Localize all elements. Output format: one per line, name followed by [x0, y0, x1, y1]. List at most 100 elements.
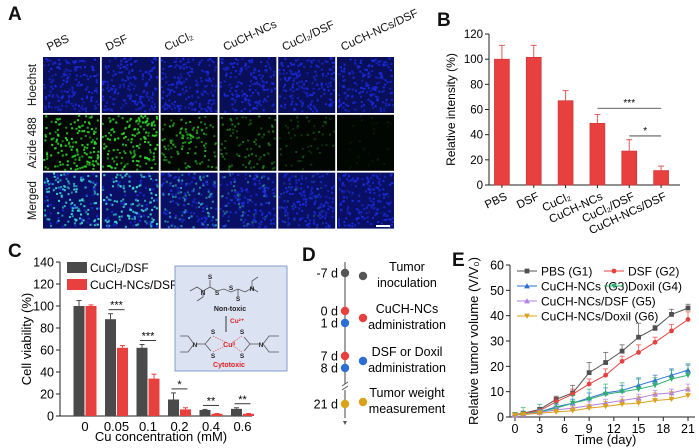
cell-nucleus	[271, 162, 274, 165]
cell-nucleus	[156, 185, 159, 188]
cell-nucleus	[58, 161, 61, 164]
cell-nucleus	[317, 193, 320, 196]
cell-nucleus	[357, 209, 360, 212]
cell-nucleus	[367, 87, 370, 89]
cell-nucleus	[331, 215, 334, 218]
cell-nucleus	[292, 202, 295, 205]
cell-nucleus	[288, 186, 291, 189]
cell-nucleus	[196, 215, 199, 218]
cell-nucleus	[61, 225, 64, 228]
cell-nucleus	[78, 159, 81, 161]
cell-nucleus	[226, 128, 229, 131]
cell-nucleus	[242, 221, 245, 224]
cell-nucleus	[188, 106, 190, 109]
cell-nucleus	[387, 196, 390, 198]
cell-nucleus	[133, 87, 136, 90]
cell-nucleus	[385, 214, 388, 217]
cell-nucleus	[330, 73, 333, 75]
cell-nucleus	[190, 215, 193, 218]
cell-nucleus	[96, 223, 99, 226]
cell-nucleus	[115, 176, 118, 179]
legend-label: Doxil (G4)	[628, 280, 682, 294]
cell-nucleus	[86, 86, 89, 89]
cell-nucleus	[388, 210, 391, 213]
cell-nucleus	[237, 174, 240, 176]
cell-nucleus	[180, 225, 183, 228]
marker-triangle-down	[569, 400, 576, 406]
cell-nucleus	[57, 142, 60, 145]
bar-1-1	[117, 347, 128, 416]
cell-nucleus	[227, 192, 230, 195]
cell-nucleus	[221, 123, 224, 126]
cell-nucleus	[162, 91, 165, 94]
cell-nucleus	[123, 165, 126, 168]
cell-nucleus	[187, 173, 190, 176]
cell-nucleus	[102, 80, 104, 83]
cell-nucleus	[108, 132, 111, 135]
cell-nucleus	[152, 188, 155, 191]
cell-nucleus	[122, 83, 125, 86]
cell-nucleus	[244, 218, 247, 221]
cell-nucleus	[318, 176, 321, 179]
cell-nucleus	[246, 222, 249, 225]
cell-nucleus	[163, 178, 166, 181]
cell-nucleus	[290, 103, 293, 106]
cell-nucleus	[79, 60, 82, 63]
cell-nucleus	[123, 150, 126, 153]
cell-nucleus	[308, 106, 311, 109]
cell-nucleus	[318, 212, 321, 215]
cell-nucleus	[149, 151, 152, 154]
bar-1-4	[211, 413, 223, 416]
cell-nucleus	[323, 88, 326, 91]
cell-nucleus	[343, 221, 346, 223]
cell-nucleus	[214, 69, 216, 72]
cell-nucleus	[213, 61, 215, 64]
cell-nucleus	[182, 57, 185, 60]
cell-nucleus	[80, 124, 83, 127]
cell-nucleus	[127, 77, 130, 80]
cell-nucleus	[362, 104, 365, 107]
cell-nucleus	[82, 178, 85, 181]
cell-nucleus	[94, 222, 97, 225]
cell-nucleus	[352, 72, 355, 75]
cell-nucleus	[295, 59, 297, 62]
cell-nucleus	[179, 94, 182, 96]
significance-label: **	[207, 395, 216, 407]
cell-nucleus	[229, 134, 232, 137]
cell-nucleus	[299, 192, 302, 195]
cell-nucleus	[208, 64, 211, 67]
cell-nucleus	[50, 67, 53, 70]
cell-nucleus	[165, 159, 168, 162]
cell-nucleus	[149, 201, 152, 204]
cell-nucleus	[205, 226, 208, 229]
cell-nucleus	[131, 187, 134, 190]
cell-nucleus	[303, 194, 306, 196]
cell-nucleus	[121, 156, 123, 159]
cell-nucleus	[104, 134, 107, 137]
cell-nucleus	[167, 193, 170, 196]
timeline-legend-text: inoculation	[377, 276, 437, 290]
cell-nucleus	[297, 58, 300, 61]
cell-nucleus	[316, 195, 319, 198]
cell-nucleus	[254, 69, 257, 71]
cell-nucleus	[166, 104, 169, 107]
y-tick-label: 60	[490, 259, 504, 273]
cell-nucleus	[180, 82, 183, 85]
cell-nucleus	[222, 210, 225, 213]
marker-triangle-up	[524, 283, 530, 289]
cell-nucleus	[187, 58, 190, 61]
cell-nucleus	[371, 160, 374, 163]
cell-nucleus	[191, 68, 193, 70]
cell-nucleus	[372, 101, 375, 104]
cell-nucleus	[165, 180, 168, 183]
cell-nucleus	[149, 96, 152, 99]
cell-nucleus	[252, 178, 255, 181]
cell-nucleus	[50, 81, 53, 84]
marker-triangle-down	[685, 372, 691, 379]
cell-nucleus	[112, 85, 115, 87]
cell-nucleus	[43, 86, 46, 89]
cell-nucleus	[155, 198, 158, 201]
cell-nucleus	[319, 217, 322, 220]
cell-nucleus	[372, 132, 375, 135]
cell-nucleus	[88, 161, 91, 164]
